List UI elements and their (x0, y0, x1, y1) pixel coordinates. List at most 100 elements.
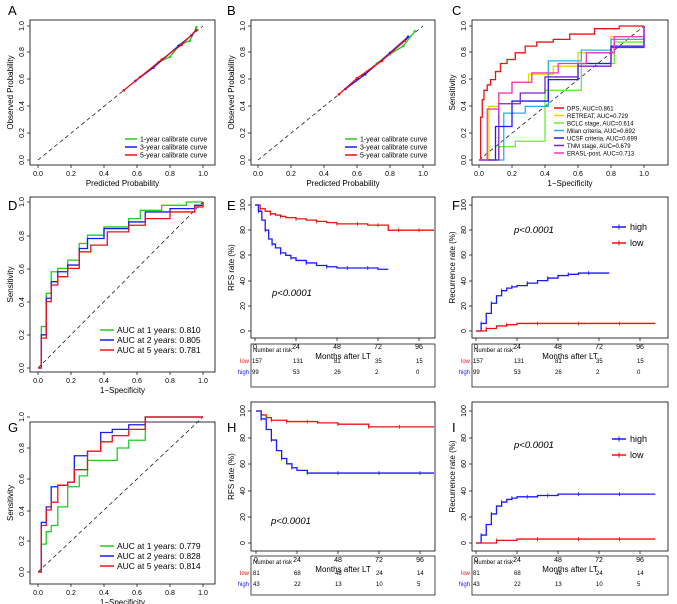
y-tick-label: 0.6 (19, 264, 26, 274)
y-tick-label: 0 (240, 541, 247, 545)
x-tick-label: 0.0 (33, 590, 43, 597)
risk-count: 5 (417, 582, 421, 588)
risk-count: 26 (334, 370, 341, 376)
x-tick-label: 0.8 (606, 171, 616, 178)
risk-row-label: high (238, 370, 249, 376)
y-tick-label: 0.2 (240, 128, 247, 138)
series-line-high (255, 204, 389, 270)
x-tick-label: 0.6 (132, 378, 142, 385)
legend-label: 1-year calibrate curve (360, 137, 427, 144)
y-tick-label: 100 (240, 199, 247, 211)
risk-count: 10 (596, 582, 603, 588)
risk-table (250, 343, 436, 388)
y-axis-label: Observed Probability (6, 55, 15, 129)
y-axis-label: Recurrence rate (%) (448, 440, 457, 512)
panel-letter: H (227, 420, 236, 435)
x-tick-label: 0 (253, 344, 257, 351)
y-tick-label: 0.8 (461, 47, 468, 57)
legend-label: AUC at 5 years: 0.781 (117, 345, 201, 355)
y-tick-label: 0.8 (240, 47, 247, 57)
calibration-point (168, 55, 172, 59)
y-tick-label: 40 (240, 487, 247, 495)
plot-frame (471, 19, 669, 166)
calibration-point (195, 26, 198, 29)
risk-count: 157 (252, 359, 263, 365)
y-tick-label: 0.0 (461, 155, 468, 165)
y-axis-label: Sensitivity (6, 266, 15, 302)
x-tick-label: 0.2 (507, 171, 517, 178)
calibration-point (188, 39, 192, 43)
plot-frame (250, 401, 436, 552)
risk-row-label: low (461, 359, 471, 365)
x-tick-label: 0.4 (319, 171, 329, 178)
risk-count: 0 (416, 370, 420, 376)
y-axis-label: Observed Probability (227, 55, 236, 129)
y-tick-label: 100 (461, 199, 468, 211)
series-line-erasl-post-auc-0-713 (479, 26, 645, 161)
x-tick-label: 1.0 (198, 378, 208, 385)
legend-label: low (630, 238, 644, 248)
y-tick-label: 0.2 (19, 536, 26, 546)
x-axis-label: 1−Specificity (100, 598, 145, 604)
legend-label: 5-year calibrate curve (140, 153, 207, 160)
panel-letter: G (8, 420, 18, 435)
x-tick-label: 24 (513, 344, 521, 351)
x-axis-label: 1−Specificity (100, 386, 145, 395)
risk-count: 13 (335, 582, 342, 588)
calibration-point (355, 76, 359, 80)
x-tick-label: 0.8 (165, 590, 175, 597)
x-tick-label: 48 (554, 344, 562, 351)
y-tick-label: 0.2 (461, 128, 468, 138)
risk-count: 53 (514, 370, 521, 376)
x-tick-label: 24 (513, 557, 521, 564)
panel-b: B 0.0 0.2 0.4 0.6 0.8 1.0 0.0 0.2 0.4 0.6 0.8 1.0 Pre… (227, 3, 436, 188)
x-axis-label: Months after LT (315, 565, 371, 574)
panel-letter: A (8, 3, 17, 18)
p-value-annotation: p<0.0001 (513, 440, 554, 451)
legend-label: BCLC stage, AUC=0.614 (567, 121, 634, 127)
risk-table-title: Number at risk (253, 348, 293, 354)
panel-i: I 0 24 48 72 96 0 20 40 60 80 100 Months after LT Rec… (448, 401, 669, 596)
legend-label: DPS, AUC=0.861 (567, 106, 614, 112)
series-line-auc-at-1-years-0-779 (38, 416, 203, 573)
series-line-high (476, 272, 610, 332)
risk-count: 68 (294, 571, 301, 577)
risk-table (250, 555, 436, 596)
risk-count: 157 (473, 359, 484, 365)
calibration-point (195, 28, 198, 32)
risk-count: 35 (596, 359, 603, 365)
series-line-milan-criteria-auc-0-692 (479, 26, 645, 161)
y-tick-label: 60 (461, 460, 468, 468)
risk-count: 2 (596, 370, 600, 376)
y-tick-label: 0.0 (19, 363, 26, 373)
panel-g: G 0.0 0.2 0.4 0.6 0.8 1.0 0.0 0.2 0.4 0.6 0.8 1.0 1−S… (6, 412, 216, 604)
series-line-5-year-calibrate-curve (123, 29, 197, 91)
x-tick-label: 48 (334, 557, 342, 564)
reference-diagonal (37, 416, 204, 573)
risk-table-title: Number at risk (474, 348, 514, 354)
x-tick-label: 0 (474, 557, 478, 564)
risk-row-label: low (461, 571, 471, 577)
risk-count: 81 (334, 359, 341, 365)
legend-label: RETREAT, AUC=0.729 (567, 114, 629, 120)
y-tick-label: 20 (461, 513, 468, 521)
y-tick-label: 1.0 (461, 21, 468, 31)
y-tick-label: 0.4 (461, 101, 468, 111)
x-tick-label: 0.2 (66, 171, 76, 178)
x-tick-label: 0.0 (474, 171, 484, 178)
y-tick-label: 40 (240, 277, 247, 285)
x-tick-label: 1.0 (639, 171, 649, 178)
risk-count: 15 (416, 359, 423, 365)
risk-table (471, 343, 669, 388)
x-tick-label: 72 (375, 557, 383, 564)
risk-count: 81 (253, 571, 260, 577)
series-line-low (476, 322, 656, 332)
legend-label: AUC at 1 years: 0.779 (117, 541, 201, 551)
y-tick-label: 0.6 (461, 74, 468, 84)
y-tick-label: 0.8 (19, 231, 26, 241)
legend-label: high (630, 434, 647, 444)
legend-label: AUC at 2 years: 0.805 (117, 335, 201, 345)
risk-count: 131 (293, 359, 304, 365)
x-axis-label: 1−Specificity (547, 179, 592, 188)
risk-count: 24 (376, 571, 383, 577)
